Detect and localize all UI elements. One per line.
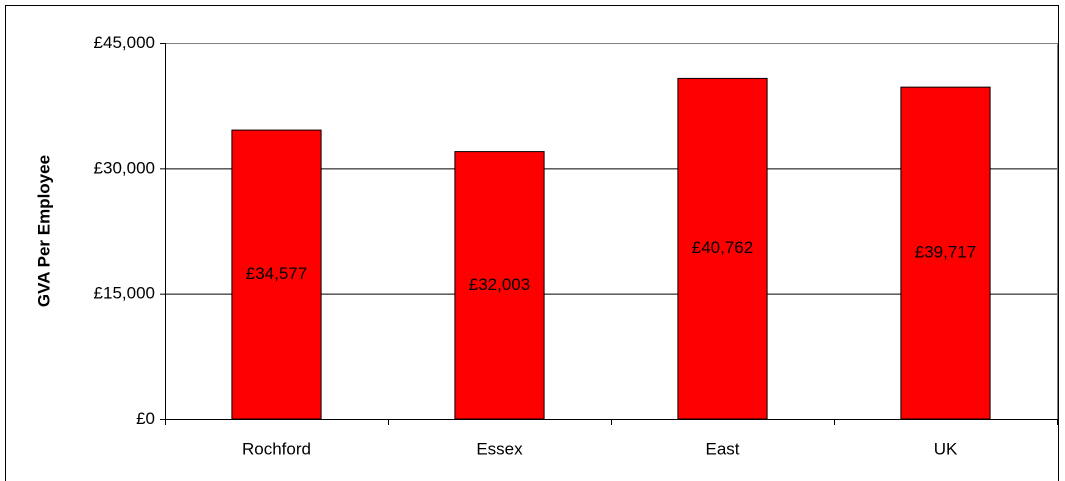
bar bbox=[677, 77, 768, 420]
x-tick-label: Rochford bbox=[242, 439, 311, 458]
bar bbox=[231, 129, 322, 420]
y-tick-label: £15,000 bbox=[94, 284, 155, 303]
bar bbox=[900, 86, 991, 420]
y-tick-label: £30,000 bbox=[94, 158, 155, 177]
bar bbox=[454, 151, 545, 420]
x-tick-label: UK bbox=[934, 439, 958, 458]
y-tick-label: £45,000 bbox=[94, 33, 155, 52]
x-tick-label: Essex bbox=[476, 439, 523, 458]
value-label: £40,762 bbox=[692, 238, 753, 257]
chart-frame bbox=[5, 5, 1059, 481]
y-tick-label: £0 bbox=[136, 409, 155, 428]
value-label: £32,003 bbox=[469, 275, 530, 294]
y-axis-title: GVA Per Employee bbox=[34, 155, 53, 307]
value-label: £34,577 bbox=[246, 264, 307, 283]
x-tick-label: East bbox=[705, 439, 739, 458]
value-label: £39,717 bbox=[915, 243, 976, 262]
